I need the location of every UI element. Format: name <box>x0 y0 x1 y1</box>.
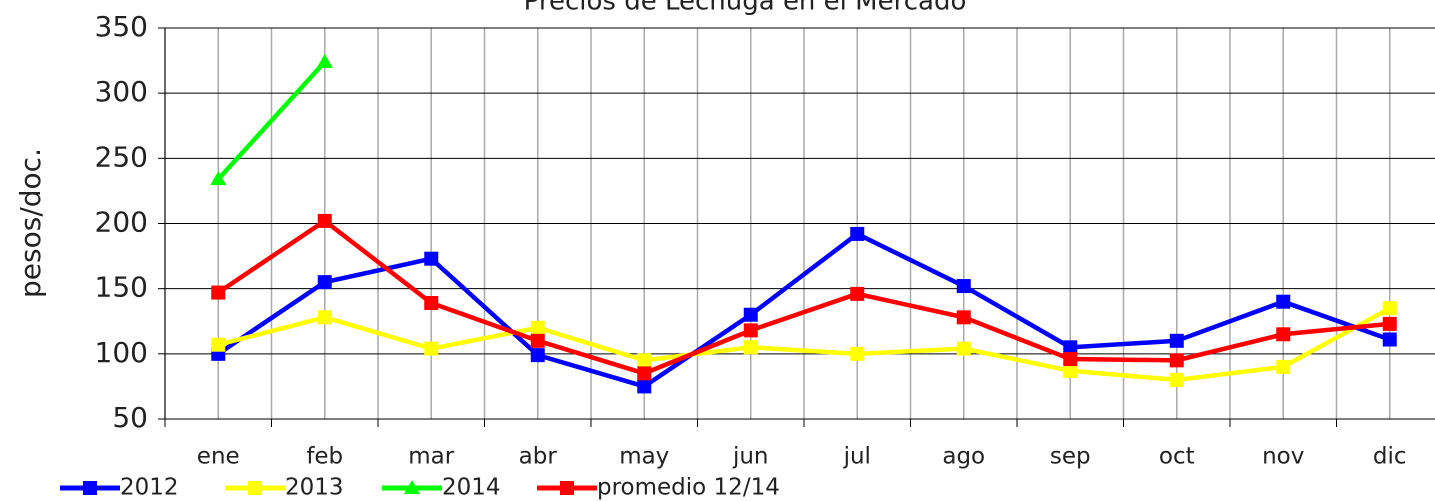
y-tick-label: 300 <box>95 75 148 108</box>
point <box>1382 301 1397 316</box>
legend-marker <box>560 481 574 495</box>
legend-label: 2014 <box>442 475 501 501</box>
point <box>637 353 652 368</box>
point <box>956 341 971 356</box>
point <box>956 310 971 325</box>
x-tick-label: ene <box>197 444 240 470</box>
point <box>424 251 439 266</box>
point <box>211 337 226 352</box>
point <box>1169 372 1184 387</box>
point <box>1276 294 1291 309</box>
legend-label: promedio 12/14 <box>597 475 780 501</box>
x-tick-label: dic <box>1373 444 1407 470</box>
point <box>956 279 971 294</box>
x-tick-label: feb <box>306 444 343 470</box>
point <box>424 296 439 311</box>
point <box>210 171 227 186</box>
legend-label: 2013 <box>285 475 344 501</box>
x-tick-label: oct <box>1159 444 1195 470</box>
x-tick-label: ago <box>942 444 985 470</box>
point <box>850 286 865 301</box>
point <box>530 320 545 335</box>
series-line <box>216 60 327 181</box>
y-axis-label: pesos/doc. <box>14 148 47 298</box>
point <box>1063 352 1078 367</box>
point <box>1382 332 1397 347</box>
point <box>743 307 758 322</box>
y-tick-label: 250 <box>95 140 148 173</box>
x-tick-label: jul <box>843 444 871 470</box>
x-tick-label: abr <box>519 444 558 470</box>
chart-title: Precios de Lechuga en el Mercado <box>524 0 967 17</box>
point <box>317 275 332 290</box>
x-tick-label: nov <box>1262 444 1304 470</box>
y-tick-label: 350 <box>95 10 148 43</box>
point <box>317 213 332 228</box>
x-tick-label: mar <box>408 444 454 470</box>
point <box>530 348 545 363</box>
legend-marker <box>83 481 97 495</box>
x-tick-label: may <box>619 444 669 470</box>
legend-marker <box>404 480 420 494</box>
legend-marker <box>248 481 262 495</box>
point <box>1063 363 1078 378</box>
point <box>211 285 226 300</box>
point <box>1169 333 1184 348</box>
point <box>743 340 758 355</box>
series-line <box>216 231 1391 389</box>
point <box>637 366 652 381</box>
legend-label: 2012 <box>120 475 179 501</box>
point <box>1276 327 1291 342</box>
y-tick-label: 100 <box>95 336 148 369</box>
y-tick-label: 200 <box>95 206 148 239</box>
x-tick-label: sep <box>1050 444 1091 470</box>
point <box>850 226 865 241</box>
point <box>1382 316 1397 331</box>
x-tick-label: jun <box>732 444 769 470</box>
point <box>317 310 332 325</box>
series-line <box>217 306 1391 383</box>
point <box>424 341 439 356</box>
point <box>530 333 545 348</box>
point <box>637 379 652 394</box>
point <box>316 53 333 68</box>
point <box>1276 359 1291 374</box>
point <box>1169 353 1184 368</box>
y-tick-label: 50 <box>112 401 148 434</box>
point <box>850 346 865 361</box>
point <box>743 323 758 338</box>
y-tick-label: 150 <box>95 271 148 304</box>
series-line <box>216 218 1390 376</box>
point <box>1063 340 1078 355</box>
